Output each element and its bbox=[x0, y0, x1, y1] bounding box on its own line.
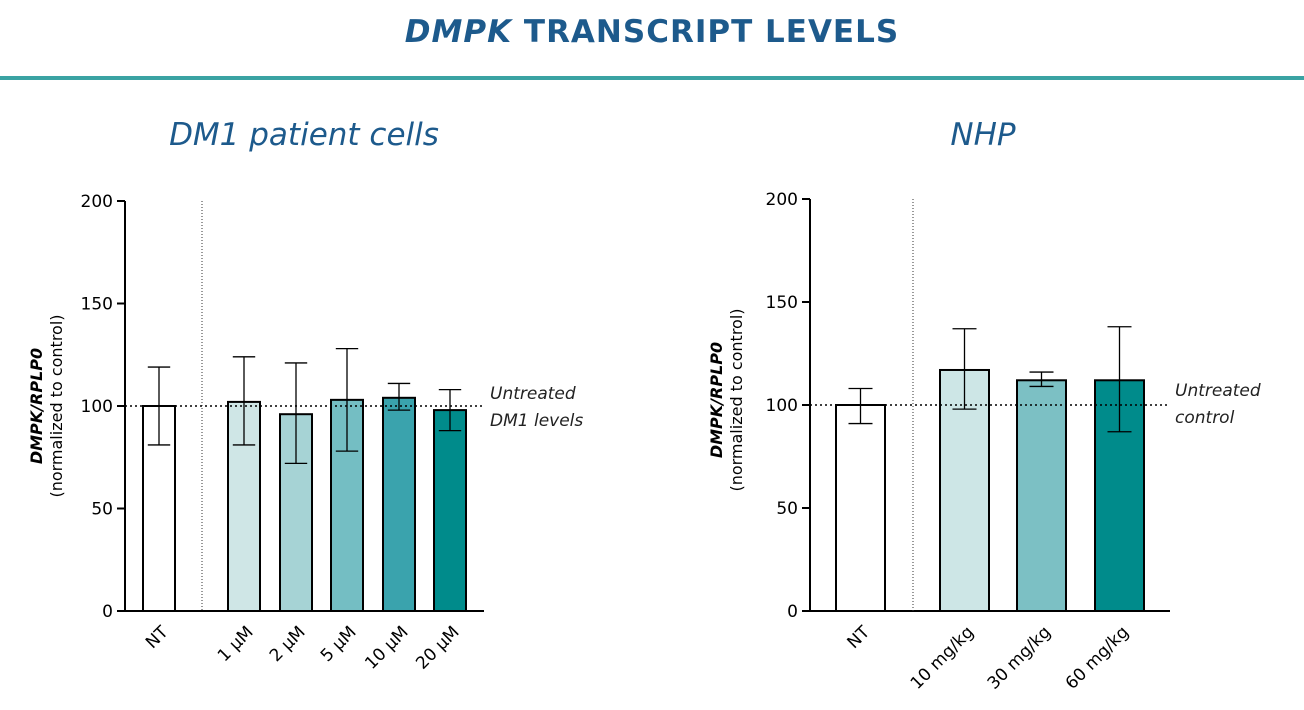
chart1-bar bbox=[382, 396, 416, 612]
chart2-category-label: 60 mg/kg bbox=[1062, 622, 1133, 693]
chart2-title: NHP bbox=[950, 117, 1016, 153]
chart1-category-label: 10 µM bbox=[361, 622, 412, 673]
chart2-y-tick-label: 50 bbox=[776, 499, 798, 519]
chart2-y-tick-label: 100 bbox=[766, 396, 798, 416]
chart2-bar bbox=[835, 404, 886, 612]
chart2-bar bbox=[939, 368, 990, 613]
chart2-category-label: 10 mg/kg bbox=[907, 622, 978, 693]
chart1-y-tick-label: 150 bbox=[81, 295, 113, 315]
chart2-y-tick-label: 150 bbox=[766, 293, 798, 313]
chart1-category-label: 20 µM bbox=[412, 622, 463, 673]
chart1-y-tick-label: 50 bbox=[91, 500, 113, 520]
chart2-reference-label: control bbox=[1175, 408, 1235, 428]
chart2-bar bbox=[1094, 379, 1145, 612]
chart1-category-label: 2 µM bbox=[266, 622, 310, 666]
page-title-rest: TRANSCRIPT LEVELS bbox=[512, 14, 900, 50]
chart2-y-axis-subtitle: (normalized to control) bbox=[727, 308, 746, 491]
chart2-category-label: 30 mg/kg bbox=[984, 622, 1055, 693]
chart1-reference-label: DM1 levels bbox=[490, 411, 583, 431]
chart1-category-label: 5 µM bbox=[317, 622, 361, 666]
chart2-y-tick-label: 0 bbox=[787, 602, 798, 622]
chart1-title: DM1 patient cells bbox=[169, 117, 439, 153]
chart1-y-tick-label: 200 bbox=[81, 192, 113, 212]
chart2-y-axis-title: DMPK/RPLP0 bbox=[707, 342, 726, 458]
chart1-y-tick-label: 100 bbox=[81, 397, 113, 417]
chart1-y-axis-title: DMPK/RPLP0 bbox=[27, 348, 46, 464]
page-title: DMPK TRANSCRIPT LEVELS bbox=[0, 14, 1304, 50]
chart2-bar bbox=[1016, 379, 1067, 612]
chart1-y-axis-subtitle: (normalized to control) bbox=[47, 314, 66, 497]
chart1-y-tick-label: 0 bbox=[102, 602, 113, 622]
chart2-category-label: NT bbox=[844, 622, 875, 653]
chart2-y-tick-label: 200 bbox=[766, 190, 798, 210]
chart1-category-label: 1 µM bbox=[214, 622, 258, 666]
page-title-gene: DMPK bbox=[404, 14, 513, 50]
chart1-bar bbox=[433, 409, 467, 612]
chart1-category-label: NT bbox=[142, 622, 173, 653]
chart1-reference-label: Untreated bbox=[490, 384, 576, 404]
chart2-reference-label: Untreated bbox=[1175, 381, 1261, 401]
title-divider bbox=[0, 76, 1304, 80]
